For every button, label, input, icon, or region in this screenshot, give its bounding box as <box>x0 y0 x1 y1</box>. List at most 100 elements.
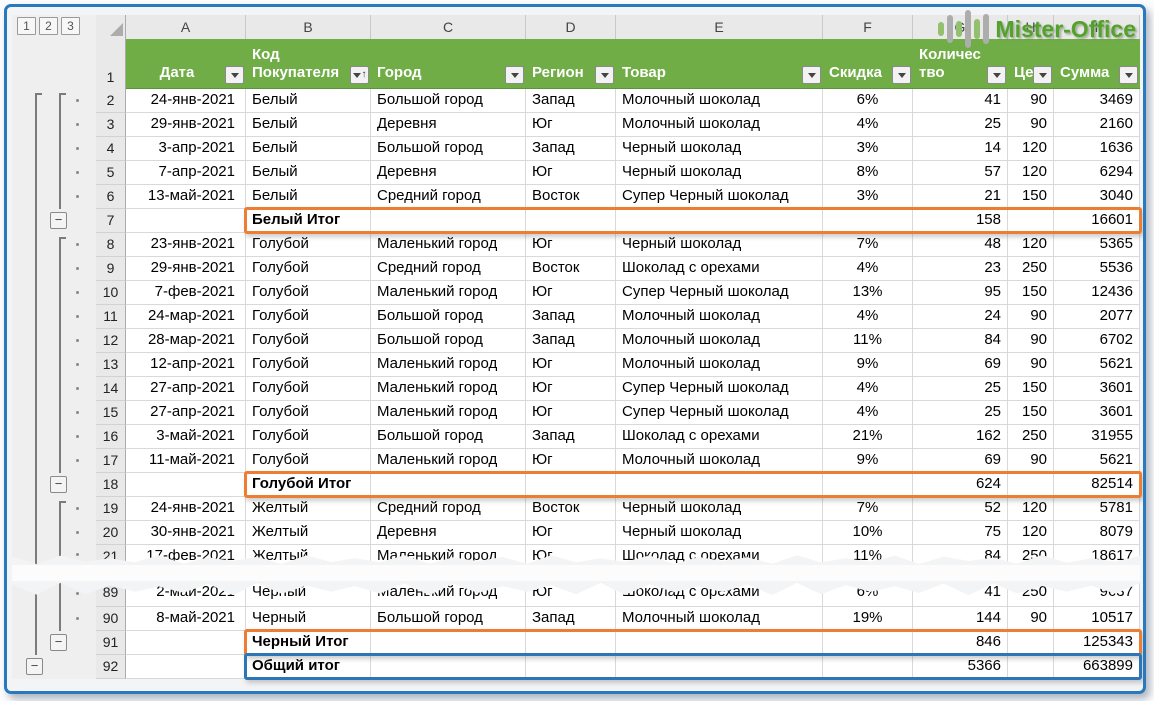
cell-D8[interactable]: Юг <box>526 233 616 257</box>
cell-G10[interactable]: 95 <box>913 281 1008 305</box>
cell-A90[interactable]: 8-май-2021 <box>126 607 246 631</box>
row-header-8[interactable]: 8 <box>96 233 126 257</box>
filter-button-H[interactable] <box>1033 66 1052 84</box>
cell-B19[interactable]: Желтый <box>246 497 371 521</box>
column-letter-C[interactable]: C <box>371 15 526 39</box>
cell-D89[interactable]: Юг <box>526 582 616 607</box>
row-header-7[interactable]: 7 <box>96 209 126 233</box>
row-header-18[interactable]: 18 <box>96 473 126 497</box>
cell-D15[interactable]: Юг <box>526 401 616 425</box>
cell-A14[interactable]: 27-апр-2021 <box>126 377 246 401</box>
cell-A16[interactable]: 3-май-2021 <box>126 425 246 449</box>
cell-D10[interactable]: Юг <box>526 281 616 305</box>
cell-I9[interactable]: 5536 <box>1054 257 1140 281</box>
cell-B90[interactable]: Черный <box>246 607 371 631</box>
cell-H89[interactable]: 250 <box>1008 582 1054 607</box>
cell-B4[interactable]: Белый <box>246 137 371 161</box>
cell-I17[interactable]: 5621 <box>1054 449 1140 473</box>
cell-A2[interactable]: 24-янв-2021 <box>126 89 246 113</box>
cell-B18[interactable]: Голубой Итог <box>246 473 371 497</box>
cell-H2[interactable]: 90 <box>1008 89 1054 113</box>
cell-D7[interactable] <box>526 209 616 233</box>
cell-I4[interactable]: 1636 <box>1054 137 1140 161</box>
cell-G2[interactable]: 41 <box>913 89 1008 113</box>
cell-C10[interactable]: Маленький город <box>371 281 526 305</box>
cell-G17[interactable]: 69 <box>913 449 1008 473</box>
cell-F17[interactable]: 9% <box>823 449 913 473</box>
cell-I5[interactable]: 6294 <box>1054 161 1140 185</box>
filter-button-I[interactable] <box>1119 66 1138 84</box>
cell-F5[interactable]: 8% <box>823 161 913 185</box>
cell-H21[interactable]: 250 <box>1008 545 1054 565</box>
cell-H11[interactable]: 90 <box>1008 305 1054 329</box>
cell-I19[interactable]: 5781 <box>1054 497 1140 521</box>
row-header-5[interactable]: 5 <box>96 161 126 185</box>
cell-I20[interactable]: 8079 <box>1054 521 1140 545</box>
cell-I6[interactable]: 3040 <box>1054 185 1140 209</box>
cell-A17[interactable]: 11-май-2021 <box>126 449 246 473</box>
cell-H91[interactable] <box>1008 631 1054 655</box>
cell-C2[interactable]: Большой город <box>371 89 526 113</box>
cell-G6[interactable]: 21 <box>913 185 1008 209</box>
cell-A10[interactable]: 7-фев-2021 <box>126 281 246 305</box>
cell-C8[interactable]: Маленький город <box>371 233 526 257</box>
cell-B10[interactable]: Голубой <box>246 281 371 305</box>
cell-H3[interactable]: 90 <box>1008 113 1054 137</box>
cell-C15[interactable]: Маленький город <box>371 401 526 425</box>
row-header-13[interactable]: 13 <box>96 353 126 377</box>
cell-E11[interactable]: Молочный шоколад <box>616 305 823 329</box>
cell-F4[interactable]: 3% <box>823 137 913 161</box>
collapse-group-button[interactable]: − <box>50 634 67 651</box>
cell-F89[interactable]: 6% <box>823 582 913 607</box>
cell-G18[interactable]: 624 <box>913 473 1008 497</box>
cell-I18[interactable]: 82514 <box>1054 473 1140 497</box>
cell-A89[interactable]: 2-май-2021 <box>126 582 246 607</box>
cell-E7[interactable] <box>616 209 823 233</box>
cell-F20[interactable]: 10% <box>823 521 913 545</box>
cell-H6[interactable]: 150 <box>1008 185 1054 209</box>
cell-F18[interactable] <box>823 473 913 497</box>
filter-button-F[interactable] <box>892 66 911 84</box>
cell-D4[interactable]: Запад <box>526 137 616 161</box>
cell-H90[interactable]: 90 <box>1008 607 1054 631</box>
cell-E2[interactable]: Молочный шоколад <box>616 89 823 113</box>
cell-E17[interactable]: Молочный шоколад <box>616 449 823 473</box>
cell-I13[interactable]: 5621 <box>1054 353 1140 377</box>
cell-F7[interactable] <box>823 209 913 233</box>
cell-B92[interactable]: Общий итог <box>246 655 371 679</box>
cell-I15[interactable]: 3601 <box>1054 401 1140 425</box>
cell-C18[interactable] <box>371 473 526 497</box>
cell-G11[interactable]: 24 <box>913 305 1008 329</box>
cell-C89[interactable]: Маленький город <box>371 582 526 607</box>
cell-B11[interactable]: Голубой <box>246 305 371 329</box>
cell-H13[interactable]: 90 <box>1008 353 1054 377</box>
cell-I10[interactable]: 12436 <box>1054 281 1140 305</box>
cell-H4[interactable]: 120 <box>1008 137 1054 161</box>
cell-F90[interactable]: 19% <box>823 607 913 631</box>
cell-A5[interactable]: 7-апр-2021 <box>126 161 246 185</box>
cell-B20[interactable]: Желтый <box>246 521 371 545</box>
cell-I2[interactable]: 3469 <box>1054 89 1140 113</box>
cell-G89[interactable]: 41 <box>913 582 1008 607</box>
cell-G5[interactable]: 57 <box>913 161 1008 185</box>
cell-I21[interactable]: 18617 <box>1054 545 1140 565</box>
cell-I14[interactable]: 3601 <box>1054 377 1140 401</box>
cell-E18[interactable] <box>616 473 823 497</box>
row-header-20[interactable]: 20 <box>96 521 126 545</box>
cell-D11[interactable]: Запад <box>526 305 616 329</box>
cell-C92[interactable] <box>371 655 526 679</box>
cell-G8[interactable]: 48 <box>913 233 1008 257</box>
cell-F19[interactable]: 7% <box>823 497 913 521</box>
cell-A8[interactable]: 23-янв-2021 <box>126 233 246 257</box>
cell-H7[interactable] <box>1008 209 1054 233</box>
cell-D14[interactable]: Юг <box>526 377 616 401</box>
cell-E20[interactable]: Черный шоколад <box>616 521 823 545</box>
cell-H16[interactable]: 250 <box>1008 425 1054 449</box>
cell-B21[interactable]: Желтый <box>246 545 371 565</box>
filter-button-B[interactable]: ↑ <box>350 66 369 84</box>
cell-B16[interactable]: Голубой <box>246 425 371 449</box>
cell-E15[interactable]: Супер Черный шоколад <box>616 401 823 425</box>
cell-G7[interactable]: 158 <box>913 209 1008 233</box>
cell-I8[interactable]: 5365 <box>1054 233 1140 257</box>
cell-D91[interactable] <box>526 631 616 655</box>
